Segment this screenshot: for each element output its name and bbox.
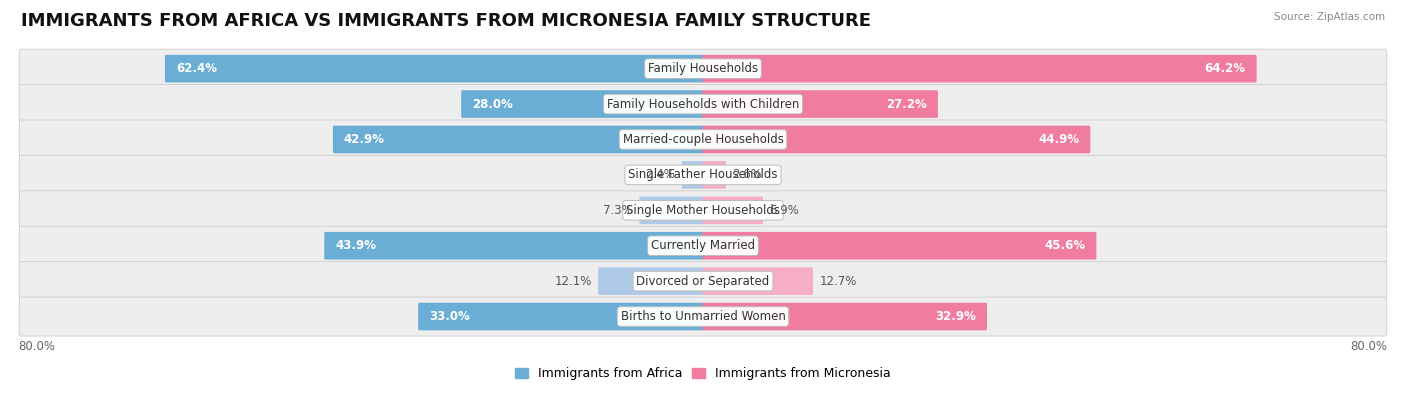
- FancyBboxPatch shape: [20, 226, 1386, 265]
- Text: 12.1%: 12.1%: [554, 275, 592, 288]
- Text: 2.6%: 2.6%: [733, 168, 762, 181]
- FancyBboxPatch shape: [640, 196, 703, 224]
- FancyBboxPatch shape: [703, 196, 763, 224]
- FancyBboxPatch shape: [703, 267, 813, 295]
- Text: 62.4%: 62.4%: [176, 62, 217, 75]
- FancyBboxPatch shape: [333, 126, 703, 153]
- Text: 6.9%: 6.9%: [769, 204, 799, 217]
- Text: Family Households with Children: Family Households with Children: [607, 98, 799, 111]
- Text: 33.0%: 33.0%: [429, 310, 470, 323]
- Text: 27.2%: 27.2%: [886, 98, 927, 111]
- FancyBboxPatch shape: [703, 90, 938, 118]
- FancyBboxPatch shape: [598, 267, 703, 295]
- Text: 45.6%: 45.6%: [1045, 239, 1085, 252]
- Text: 42.9%: 42.9%: [344, 133, 385, 146]
- FancyBboxPatch shape: [703, 303, 987, 330]
- Text: 2.4%: 2.4%: [645, 168, 675, 181]
- Text: 44.9%: 44.9%: [1038, 133, 1080, 146]
- FancyBboxPatch shape: [20, 120, 1386, 159]
- FancyBboxPatch shape: [20, 155, 1386, 194]
- Text: Source: ZipAtlas.com: Source: ZipAtlas.com: [1274, 12, 1385, 22]
- Text: Married-couple Households: Married-couple Households: [623, 133, 783, 146]
- Text: 43.9%: 43.9%: [335, 239, 377, 252]
- FancyBboxPatch shape: [682, 161, 703, 189]
- FancyBboxPatch shape: [20, 191, 1386, 230]
- Text: Births to Unmarried Women: Births to Unmarried Women: [620, 310, 786, 323]
- Text: Family Households: Family Households: [648, 62, 758, 75]
- FancyBboxPatch shape: [703, 161, 725, 189]
- FancyBboxPatch shape: [418, 303, 703, 330]
- Legend: Immigrants from Africa, Immigrants from Micronesia: Immigrants from Africa, Immigrants from …: [516, 367, 890, 380]
- Text: Single Mother Households: Single Mother Households: [626, 204, 780, 217]
- FancyBboxPatch shape: [165, 55, 703, 83]
- Text: Currently Married: Currently Married: [651, 239, 755, 252]
- Text: 7.3%: 7.3%: [603, 204, 633, 217]
- FancyBboxPatch shape: [461, 90, 703, 118]
- Text: IMMIGRANTS FROM AFRICA VS IMMIGRANTS FROM MICRONESIA FAMILY STRUCTURE: IMMIGRANTS FROM AFRICA VS IMMIGRANTS FRO…: [21, 12, 872, 30]
- Text: Divorced or Separated: Divorced or Separated: [637, 275, 769, 288]
- FancyBboxPatch shape: [20, 261, 1386, 301]
- FancyBboxPatch shape: [703, 232, 1097, 260]
- FancyBboxPatch shape: [703, 126, 1091, 153]
- Text: 64.2%: 64.2%: [1205, 62, 1246, 75]
- Text: 12.7%: 12.7%: [820, 275, 856, 288]
- FancyBboxPatch shape: [20, 297, 1386, 336]
- FancyBboxPatch shape: [703, 55, 1257, 83]
- Text: 80.0%: 80.0%: [18, 340, 55, 353]
- Text: Single Father Households: Single Father Households: [628, 168, 778, 181]
- FancyBboxPatch shape: [20, 85, 1386, 124]
- FancyBboxPatch shape: [325, 232, 703, 260]
- Text: 80.0%: 80.0%: [1351, 340, 1388, 353]
- Text: 28.0%: 28.0%: [472, 98, 513, 111]
- FancyBboxPatch shape: [20, 49, 1386, 88]
- Text: 32.9%: 32.9%: [935, 310, 976, 323]
